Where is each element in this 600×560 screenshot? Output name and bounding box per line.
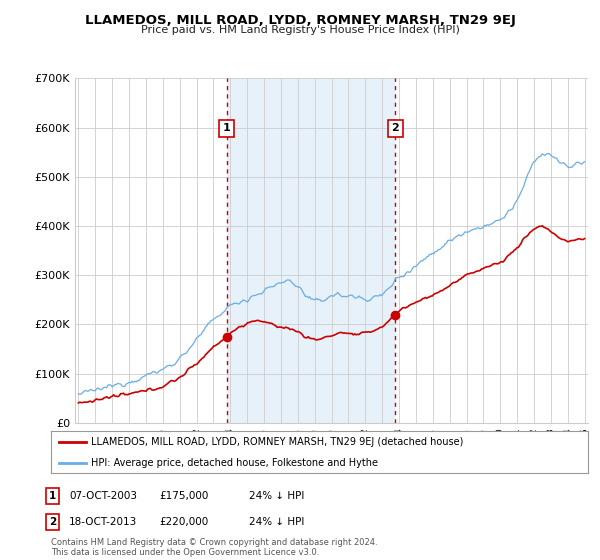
Bar: [227, 78, 395, 423]
Text: £175,000: £175,000: [159, 491, 208, 501]
Text: 1: 1: [223, 123, 230, 133]
Text: LLAMEDOS, MILL ROAD, LYDD, ROMNEY MARSH, TN29 9EJ (detached house): LLAMEDOS, MILL ROAD, LYDD, ROMNEY MARSH,…: [91, 437, 464, 447]
Text: HPI: Average price, detached house, Folkestone and Hythe: HPI: Average price, detached house, Folk…: [91, 458, 378, 468]
Text: Price paid vs. HM Land Registry's House Price Index (HPI): Price paid vs. HM Land Registry's House …: [140, 25, 460, 35]
Text: 18-OCT-2013: 18-OCT-2013: [69, 517, 137, 527]
Text: 2: 2: [49, 517, 56, 527]
Text: 24% ↓ HPI: 24% ↓ HPI: [249, 491, 304, 501]
Text: LLAMEDOS, MILL ROAD, LYDD, ROMNEY MARSH, TN29 9EJ: LLAMEDOS, MILL ROAD, LYDD, ROMNEY MARSH,…: [85, 14, 515, 27]
Text: 2: 2: [392, 123, 400, 133]
Text: £220,000: £220,000: [159, 517, 208, 527]
Text: 1: 1: [49, 491, 56, 501]
Text: Contains HM Land Registry data © Crown copyright and database right 2024.
This d: Contains HM Land Registry data © Crown c…: [51, 538, 377, 557]
Text: 24% ↓ HPI: 24% ↓ HPI: [249, 517, 304, 527]
Text: 07-OCT-2003: 07-OCT-2003: [69, 491, 137, 501]
